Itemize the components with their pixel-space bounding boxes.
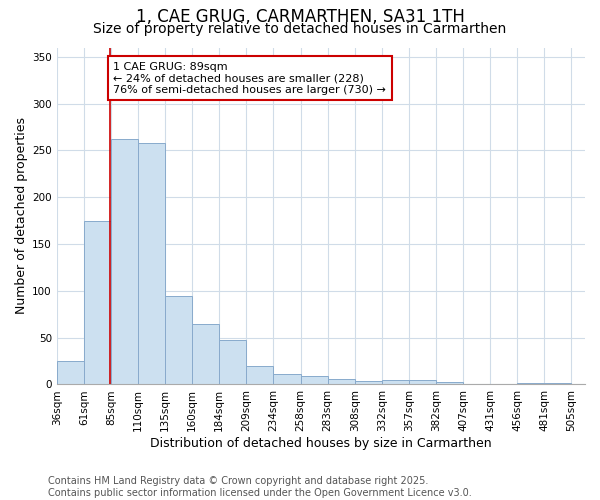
- Bar: [57, 361, 84, 384]
- X-axis label: Distribution of detached houses by size in Carmarthen: Distribution of detached houses by size …: [150, 437, 492, 450]
- Bar: [84, 220, 111, 384]
- Bar: [247, 366, 274, 384]
- Text: 1, CAE GRUG, CARMARTHEN, SA31 1TH: 1, CAE GRUG, CARMARTHEN, SA31 1TH: [136, 8, 464, 26]
- Bar: [517, 382, 544, 384]
- Bar: [409, 380, 436, 384]
- Text: 1 CAE GRUG: 89sqm
← 24% of detached houses are smaller (228)
76% of semi-detache: 1 CAE GRUG: 89sqm ← 24% of detached hous…: [113, 62, 386, 94]
- Bar: [111, 139, 138, 384]
- Bar: [382, 380, 409, 384]
- Text: Size of property relative to detached houses in Carmarthen: Size of property relative to detached ho…: [94, 22, 506, 36]
- Text: Contains HM Land Registry data © Crown copyright and database right 2025.
Contai: Contains HM Land Registry data © Crown c…: [48, 476, 472, 498]
- Bar: [165, 296, 192, 384]
- Bar: [192, 324, 220, 384]
- Y-axis label: Number of detached properties: Number of detached properties: [15, 118, 28, 314]
- Bar: [355, 380, 382, 384]
- Bar: [274, 374, 301, 384]
- Bar: [301, 376, 328, 384]
- Bar: [436, 382, 463, 384]
- Bar: [138, 143, 165, 384]
- Bar: [328, 379, 355, 384]
- Bar: [544, 382, 571, 384]
- Bar: [220, 340, 247, 384]
